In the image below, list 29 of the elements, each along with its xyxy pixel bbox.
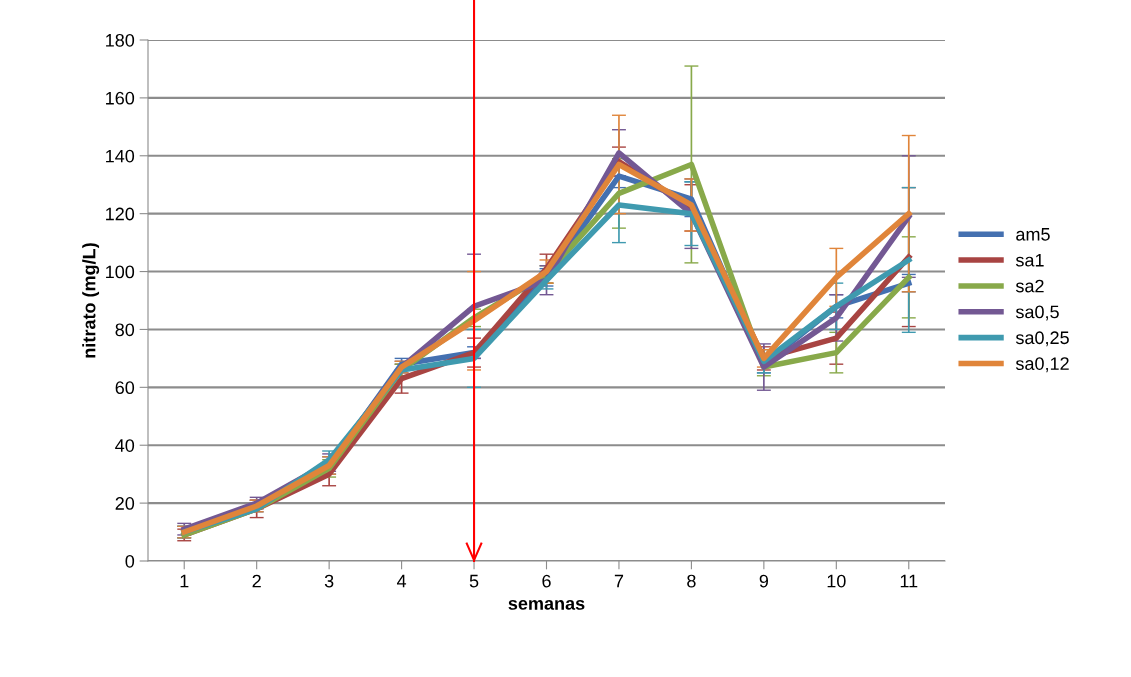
y-axis-title: nitrato (mg/L): [82, 243, 100, 358]
legend-label: sa2: [1015, 279, 1044, 293]
x-tick-label: 8: [687, 574, 696, 588]
x-tick-label: 1: [180, 574, 189, 588]
legend-label: sa0,25: [1015, 331, 1069, 347]
x-tick-label: 11: [900, 574, 918, 588]
x-tick-label: 7: [614, 574, 624, 588]
y-tick-label: 120: [106, 207, 135, 221]
x-tick-label: 5: [469, 574, 479, 588]
legend-label: sa1: [1015, 253, 1044, 267]
y-tick-label: 160: [106, 91, 135, 105]
y-tick-label: 20: [115, 497, 135, 510]
y-tick-label: 100: [106, 265, 135, 279]
y-tick-label: 180: [106, 33, 135, 47]
legend-label: sa0,12: [1015, 357, 1069, 373]
x-tick-label: 6: [542, 574, 551, 588]
x-tick-label: 3: [324, 574, 334, 588]
y-tick-label: 80: [115, 323, 135, 337]
x-tick-label: 9: [759, 574, 769, 588]
y-tick-label: 140: [106, 149, 135, 163]
y-tick-label: 60: [115, 381, 135, 395]
x-axis-title: semanas: [508, 599, 585, 610]
y-tick-label: 40: [115, 439, 135, 452]
y-tick-label: 0: [125, 554, 135, 568]
x-tick-label: 2: [252, 574, 261, 588]
legend-label: sa0,5: [1015, 305, 1059, 321]
x-tick-label: 10: [827, 574, 846, 588]
x-tick-label: 4: [396, 574, 407, 588]
legend-label: am5: [1016, 228, 1050, 241]
